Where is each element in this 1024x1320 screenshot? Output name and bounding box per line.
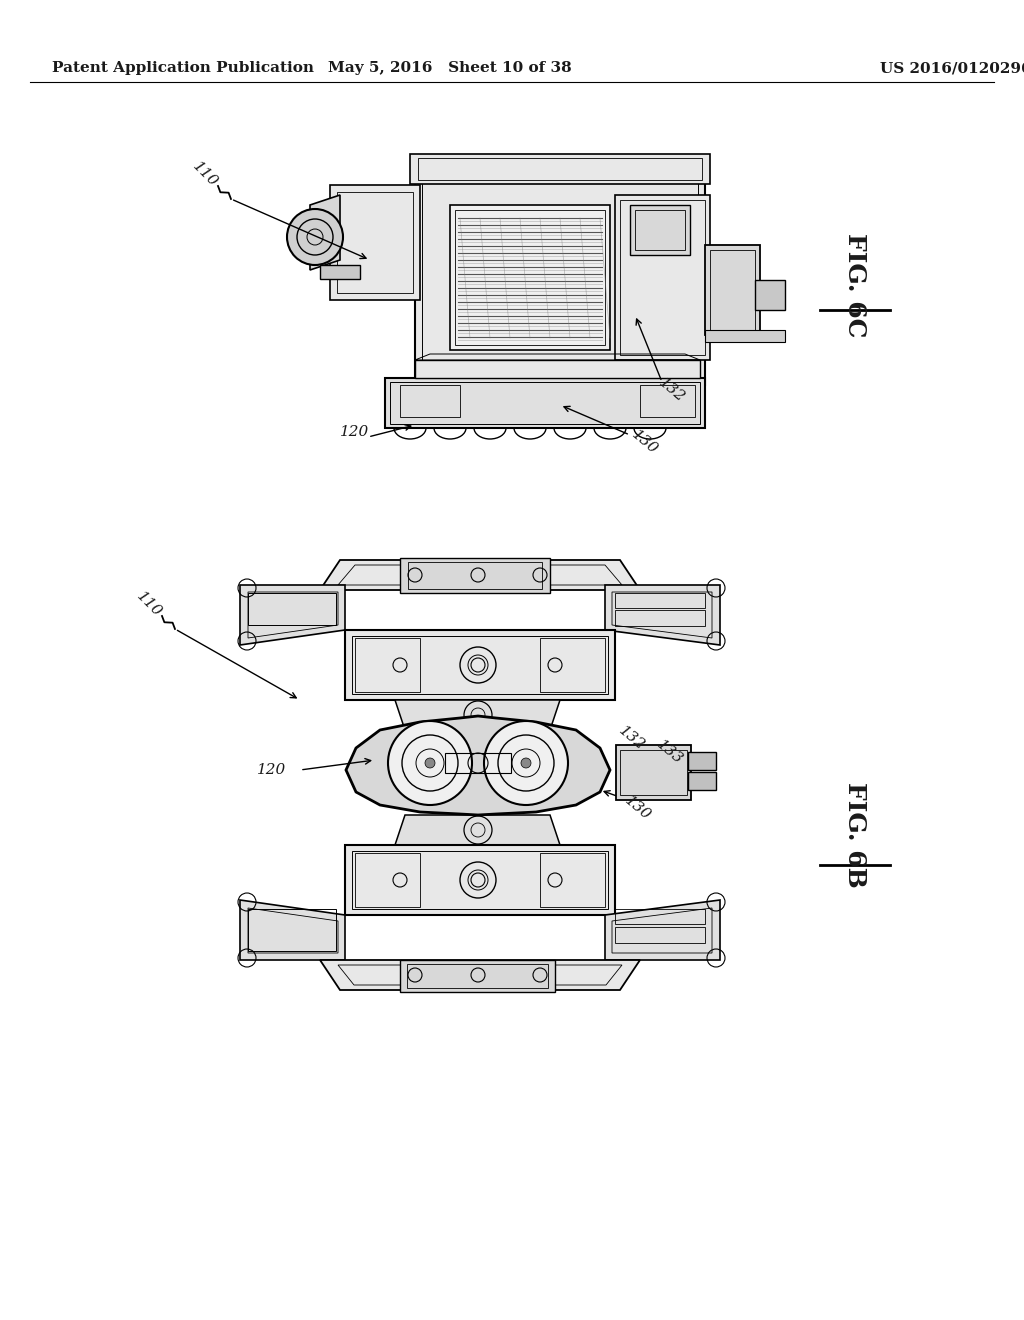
- Bar: [410, 154, 710, 183]
- Bar: [248, 909, 336, 950]
- Bar: [755, 280, 785, 310]
- Bar: [640, 385, 695, 417]
- Text: 133: 133: [654, 738, 686, 767]
- Bar: [540, 638, 605, 692]
- Bar: [390, 381, 700, 424]
- Bar: [319, 265, 360, 279]
- Bar: [400, 385, 460, 417]
- Bar: [330, 185, 420, 300]
- Bar: [415, 160, 705, 385]
- Bar: [705, 246, 760, 335]
- Circle shape: [521, 758, 531, 768]
- Bar: [540, 853, 605, 907]
- Bar: [705, 330, 785, 342]
- Polygon shape: [240, 585, 345, 645]
- Polygon shape: [345, 630, 615, 700]
- Polygon shape: [319, 560, 640, 590]
- Bar: [688, 752, 716, 770]
- Bar: [688, 772, 716, 789]
- Bar: [408, 562, 542, 589]
- Polygon shape: [605, 900, 720, 960]
- Bar: [337, 191, 413, 293]
- Text: 132: 132: [656, 375, 688, 405]
- Polygon shape: [346, 715, 610, 814]
- Text: May 5, 2016   Sheet 10 of 38: May 5, 2016 Sheet 10 of 38: [328, 61, 571, 75]
- Circle shape: [287, 209, 343, 265]
- Bar: [710, 249, 755, 330]
- Text: 110: 110: [189, 160, 220, 190]
- Bar: [615, 195, 710, 360]
- Bar: [407, 964, 548, 987]
- Text: 132: 132: [616, 723, 648, 752]
- Text: 120: 120: [340, 425, 370, 440]
- Bar: [400, 558, 550, 593]
- Polygon shape: [319, 960, 640, 990]
- Bar: [355, 853, 420, 907]
- Polygon shape: [395, 814, 560, 845]
- Text: 110: 110: [134, 590, 164, 620]
- Polygon shape: [310, 195, 340, 271]
- Bar: [450, 205, 610, 350]
- Bar: [455, 210, 605, 345]
- Circle shape: [388, 721, 472, 805]
- Text: US 2016/0120296 A1: US 2016/0120296 A1: [880, 61, 1024, 75]
- Circle shape: [425, 758, 435, 768]
- Text: Patent Application Publication: Patent Application Publication: [52, 61, 314, 75]
- Bar: [418, 158, 702, 180]
- Bar: [422, 168, 698, 378]
- Polygon shape: [415, 360, 700, 378]
- Text: 130: 130: [630, 428, 660, 457]
- Bar: [620, 201, 705, 355]
- Text: FIG. 6C: FIG. 6C: [843, 232, 867, 337]
- Bar: [445, 752, 511, 774]
- Bar: [615, 593, 705, 609]
- Polygon shape: [605, 585, 720, 645]
- Bar: [615, 927, 705, 942]
- Polygon shape: [345, 845, 615, 915]
- Bar: [355, 638, 420, 692]
- Text: FIG. 6B: FIG. 6B: [843, 783, 867, 888]
- Bar: [635, 210, 685, 249]
- Bar: [400, 960, 555, 993]
- Bar: [620, 750, 687, 795]
- Polygon shape: [395, 700, 560, 730]
- Bar: [248, 593, 336, 624]
- Bar: [616, 744, 691, 800]
- Bar: [630, 205, 690, 255]
- Text: 130: 130: [623, 793, 653, 822]
- Bar: [385, 378, 705, 428]
- Circle shape: [484, 721, 568, 805]
- Text: 120: 120: [257, 763, 287, 777]
- Bar: [615, 610, 705, 626]
- Bar: [615, 909, 705, 924]
- Polygon shape: [240, 900, 345, 960]
